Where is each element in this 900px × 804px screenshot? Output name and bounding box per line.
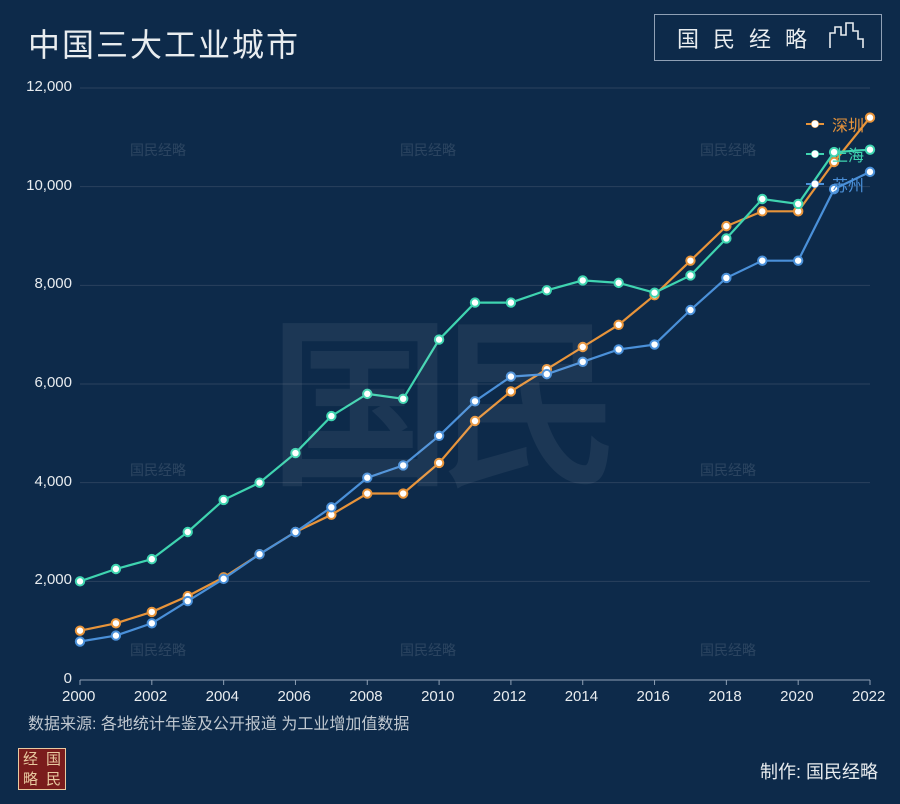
legend-item: 苏州	[806, 172, 864, 196]
data-point	[650, 289, 658, 297]
data-point	[758, 195, 766, 203]
data-point	[507, 387, 515, 395]
data-point	[291, 528, 299, 536]
data-point	[471, 417, 479, 425]
x-axis-tick-label: 2020	[780, 688, 813, 705]
y-axis-tick-label: 12,000	[26, 78, 72, 95]
data-point	[327, 503, 335, 511]
x-axis-tick-label: 2012	[493, 688, 526, 705]
y-axis-tick-label: 10,000	[26, 177, 72, 194]
data-point	[471, 298, 479, 306]
data-point	[722, 274, 730, 282]
data-point	[363, 489, 371, 497]
data-point	[219, 575, 227, 583]
x-axis-tick-label: 2008	[349, 688, 382, 705]
data-point	[614, 345, 622, 353]
data-point	[650, 340, 658, 348]
x-axis-tick-label: 2022	[852, 688, 885, 705]
data-point	[686, 256, 694, 264]
data-point	[363, 390, 371, 398]
y-axis-tick-label: 4,000	[34, 473, 72, 490]
x-axis-tick-label: 2018	[708, 688, 741, 705]
data-point	[866, 113, 874, 121]
data-point	[579, 358, 587, 366]
series-line	[80, 150, 870, 582]
data-point	[399, 461, 407, 469]
stamp-char: 经	[19, 749, 42, 769]
legend-swatch	[806, 123, 824, 125]
data-point	[399, 395, 407, 403]
data-point	[543, 286, 551, 294]
data-point	[758, 256, 766, 264]
y-axis-tick-label: 0	[64, 670, 72, 687]
x-axis-tick-label: 2000	[62, 688, 95, 705]
data-point	[76, 637, 84, 645]
x-axis-tick-label: 2010	[421, 688, 454, 705]
data-point	[76, 577, 84, 585]
data-point	[148, 619, 156, 627]
data-point	[435, 432, 443, 440]
data-point	[76, 626, 84, 634]
stamp-char: 略	[19, 769, 42, 789]
data-point	[794, 200, 802, 208]
data-point	[112, 619, 120, 627]
data-point	[255, 550, 263, 558]
data-point	[686, 306, 694, 314]
x-axis-tick-label: 2016	[637, 688, 670, 705]
x-axis-tick-label: 2006	[277, 688, 310, 705]
y-axis-tick-label: 2,000	[34, 571, 72, 588]
x-axis-tick-label: 2004	[206, 688, 239, 705]
x-axis-tick-label: 2002	[134, 688, 167, 705]
legend-label: 上海	[832, 142, 864, 166]
data-point	[507, 298, 515, 306]
legend-label: 苏州	[832, 172, 864, 196]
footer-credit: 制作: 国民经略	[760, 758, 878, 784]
y-axis-tick-label: 6,000	[34, 374, 72, 391]
data-point	[112, 565, 120, 573]
data-point	[614, 321, 622, 329]
data-point	[866, 145, 874, 153]
data-point	[435, 335, 443, 343]
data-point	[614, 279, 622, 287]
brand-stamp-icon: 经 国 略 民	[18, 748, 66, 790]
data-point	[184, 597, 192, 605]
data-point	[471, 397, 479, 405]
data-point	[579, 343, 587, 351]
stamp-char: 国	[42, 749, 65, 769]
data-point	[579, 276, 587, 284]
data-point	[112, 631, 120, 639]
data-point	[722, 234, 730, 242]
x-axis-tick-label: 2014	[565, 688, 598, 705]
data-point	[327, 412, 335, 420]
data-point	[399, 489, 407, 497]
data-point	[363, 474, 371, 482]
data-point	[758, 207, 766, 215]
data-point	[435, 459, 443, 467]
data-point	[184, 528, 192, 536]
data-point	[866, 168, 874, 176]
legend-item: 深圳	[806, 112, 864, 136]
legend-item: 上海	[806, 142, 864, 166]
series-line	[80, 118, 870, 631]
data-point	[291, 449, 299, 457]
chart-legend: 深圳上海苏州	[806, 112, 864, 196]
legend-label: 深圳	[832, 112, 864, 136]
data-point	[148, 555, 156, 563]
data-point	[507, 372, 515, 380]
legend-swatch	[806, 183, 824, 185]
data-point	[794, 256, 802, 264]
data-point	[722, 222, 730, 230]
data-point	[255, 478, 263, 486]
series-line	[80, 172, 870, 642]
stamp-char: 民	[42, 769, 65, 789]
legend-swatch	[806, 153, 824, 155]
data-source-note: 数据来源: 各地统计年鉴及公开报道 为工业增加值数据	[28, 710, 409, 734]
data-point	[219, 496, 227, 504]
data-point	[543, 370, 551, 378]
y-axis-tick-label: 8,000	[34, 275, 72, 292]
line-chart	[0, 0, 900, 804]
data-point	[686, 271, 694, 279]
data-point	[148, 608, 156, 616]
